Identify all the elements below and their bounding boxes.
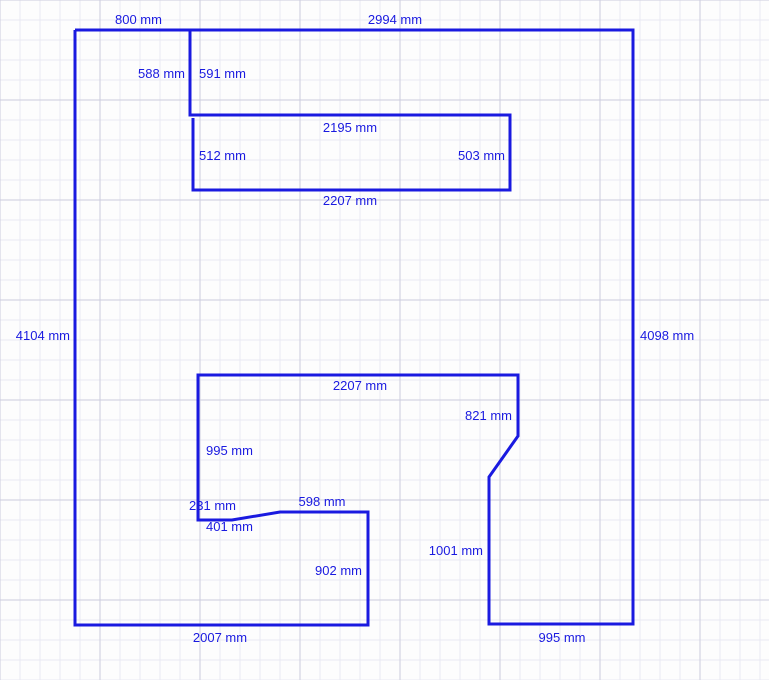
dim-label-cut_r_821: 821 mm [465, 408, 512, 423]
dim-label-bot_right_995: 995 mm [539, 630, 586, 645]
dim-label-right_4098: 4098 mm [640, 328, 694, 343]
dim-label-cut_902: 902 mm [315, 563, 362, 578]
dim-label-inner_l_512: 512 mm [199, 148, 246, 163]
dim-label-cut_401: 401 mm [206, 519, 253, 534]
dim-label-right_591: 591 mm [199, 66, 246, 81]
dim-label-bot_left_2007: 2007 mm [193, 630, 247, 645]
dim-label-cut_1001: 1001 mm [429, 543, 483, 558]
dim-label-cut_l_995: 995 mm [206, 443, 253, 458]
dim-label-cut_top_2207: 2207 mm [333, 378, 387, 393]
dim-label-inner_bot_2207: 2207 mm [323, 193, 377, 208]
dim-label-inner_top_2195: 2195 mm [323, 120, 377, 135]
dim-label-cut_598: 598 mm [299, 494, 346, 509]
dim-label-left_588: 588 mm [138, 66, 185, 81]
dim-label-top_right_2994: 2994 mm [368, 12, 422, 27]
dim-label-top_left_800: 800 mm [115, 12, 162, 27]
dim-label-cut_231: 231 mm [189, 498, 236, 513]
dim-label-inner_r_503: 503 mm [458, 148, 505, 163]
floorplan-canvas: 800 mm 2994 mm 588 mm 591 mm 2195 mm 512 mm 50… [0, 0, 769, 680]
dim-label-left_4104: 4104 mm [16, 328, 70, 343]
